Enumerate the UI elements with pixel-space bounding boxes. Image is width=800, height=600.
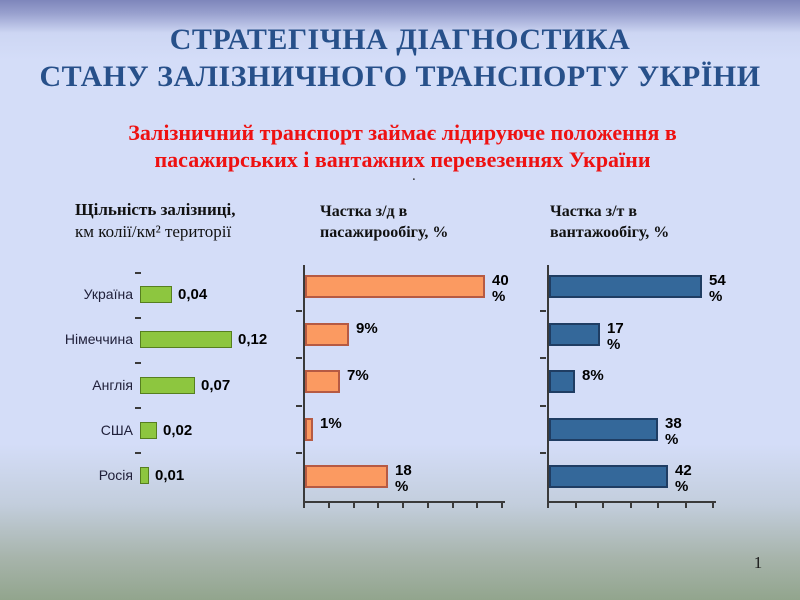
x-axis-tick [602,503,604,508]
slide-subtitle: Залізничний транспорт займає лідируюче п… [50,119,755,173]
chart-title: Частка з/д в [320,203,408,220]
value-label: 0,12 [238,331,268,348]
chart-subtitle: вантажообігу, % [550,224,670,241]
value-label: 7% [347,367,369,384]
slide-title-line-2: СТАНУ ЗАЛІЗНИЧНОГО ТРАНСПОРТУ УКРЇНИ [39,60,761,93]
chart-header-freight-share: Частка з/т в вантажообігу, % [550,201,730,243]
category-label: Росія [98,466,133,483]
value-label: 54 % [709,272,726,305]
value-label: 0,02 [163,422,193,439]
value-label: 9% [356,320,378,337]
category-axis-tick [296,405,302,407]
bar [305,275,485,298]
slide-title: СТРАТЕГІЧНА ДІАГНОСТИКА СТАНУ ЗАЛІЗНИЧНО… [0,21,800,95]
x-axis-tick [377,503,380,508]
value-label: 38 % [665,415,682,448]
bar [549,370,575,393]
x-axis-tick [684,503,687,508]
bar [140,331,232,348]
x-axis-line [303,501,505,508]
category-label: Англія [92,376,133,393]
value-label: 42 % [675,462,692,495]
bar [305,465,388,488]
category-axis-tick [135,452,141,454]
bar [140,377,195,394]
value-label: 18 % [395,462,412,495]
chart-header-passenger-share: Частка з/д в пасажирообігу, % [320,201,500,243]
bar [549,465,668,488]
value-label: 8% [582,367,604,384]
bar-chart-freight-share: 54 % 17 % 8% 38 % 42 % [540,265,762,511]
x-axis-tick [547,503,549,508]
bar [305,418,313,441]
x-axis-tick [657,503,659,508]
chart-title: Частка з/т в [550,203,638,220]
category-label: США [100,421,133,438]
category-axis-tick [135,407,141,409]
slide-subtitle-line-2: пасажирських і вантажних перевезеннях Ук… [154,147,651,172]
x-axis-tick [476,503,479,508]
category-axis-tick [296,357,302,359]
category-axis-tick [135,362,141,364]
slide-subtitle-line-1: Залізничний транспорт займає лідируюче п… [128,120,677,145]
category-axis-tick [296,452,302,454]
category-axis-tick [540,357,546,359]
y-axis-line [547,265,549,503]
value-label: 0,07 [201,377,231,394]
bar [305,370,340,393]
bar-chart-density: Україна 0,04 Німеччина 0,12 Англія 0,07 США 0,0… [63,264,303,496]
slide-title-line-1: СТРАТЕГІЧНА ДІАГНОСТИКА [169,23,631,56]
value-label: 40 % [492,272,509,305]
chart-title: Щільність залізниці, [75,200,236,219]
x-axis-tick [712,503,714,508]
page-number: 1 [753,553,763,572]
x-axis-tick [501,503,503,508]
chart-subtitle: пасажирообігу, % [320,224,449,241]
chart-subtitle: км колії/км² території [75,222,232,241]
category-axis-tick [540,310,546,312]
category-label: Німеччина [64,330,133,347]
x-axis-tick [402,503,404,508]
value-label: 0,04 [178,286,208,303]
category-axis-tick [296,310,302,312]
value-label: 0,01 [155,467,185,484]
bar [549,418,658,441]
stray-dot: . [412,168,416,184]
x-axis-tick [574,503,577,508]
bar [140,422,157,439]
category-axis-tick [540,405,546,407]
x-axis-tick [352,503,355,508]
value-label: 1% [320,415,342,432]
chart-header-density: Щільність залізниці, км колії/км² терито… [75,199,285,243]
category-label: Україна [83,285,133,302]
category-axis-tick [540,452,546,454]
category-axis-tick [135,272,141,274]
bar-chart-passenger-share: 40 % 9% 7% 1% 18 % [296,265,518,511]
x-axis-tick [451,503,454,508]
x-axis-tick [426,503,429,508]
y-axis-line [303,265,305,503]
bar [305,323,349,346]
x-axis-line [547,501,716,508]
x-axis-tick [327,503,330,508]
bar [549,323,600,346]
x-axis-tick [629,503,632,508]
bar [140,467,149,484]
x-axis-tick [303,503,305,508]
bar [140,286,172,303]
value-label: 17 % [607,320,624,353]
bar [549,275,702,298]
category-axis-tick [135,317,141,319]
